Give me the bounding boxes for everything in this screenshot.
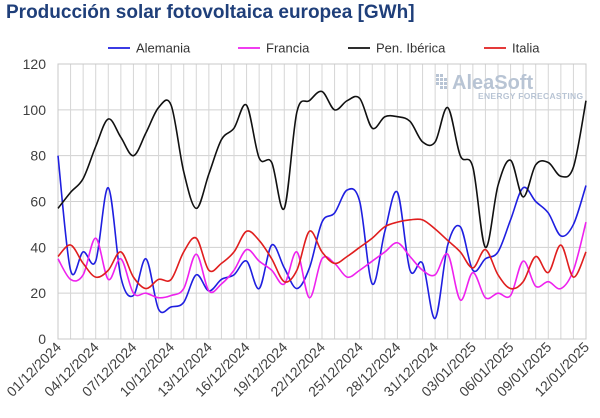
series-line-pen-iberica — [57, 90, 587, 249]
y-tick-label: 40 — [30, 239, 46, 255]
chart-title: Producción solar fotovoltaica europea [G… — [6, 2, 415, 23]
grid — [57, 63, 587, 340]
series-line-alemania — [57, 155, 587, 320]
legend-label-alemania: Alemania — [136, 41, 191, 56]
logo-icon — [436, 74, 447, 89]
legend: Alemania Francia Pen. Ibérica Italia — [108, 41, 540, 56]
plot-frame — [57, 63, 587, 340]
logo-tagline: ENERGY FORECASTING — [478, 91, 583, 101]
series-line-francia — [57, 221, 587, 301]
legend-label-pen-iberica: Pen. Ibérica — [376, 41, 446, 56]
y-tick-label: 0 — [38, 331, 46, 347]
series — [57, 90, 587, 320]
logo-name: AleaSoft — [452, 72, 533, 94]
y-tick-label: 60 — [30, 194, 46, 210]
aleasoft-logo: AleaSoft ENERGY FORECASTING — [436, 72, 583, 101]
y-tick-label: 20 — [30, 285, 46, 301]
y-tick-label: 100 — [23, 102, 47, 118]
legend-label-francia: Francia — [266, 41, 310, 56]
series-line-italia — [57, 218, 587, 290]
legend-label-italia: Italia — [512, 41, 540, 56]
y-tick-label: 80 — [30, 148, 46, 164]
y-tick-label: 120 — [23, 56, 47, 72]
